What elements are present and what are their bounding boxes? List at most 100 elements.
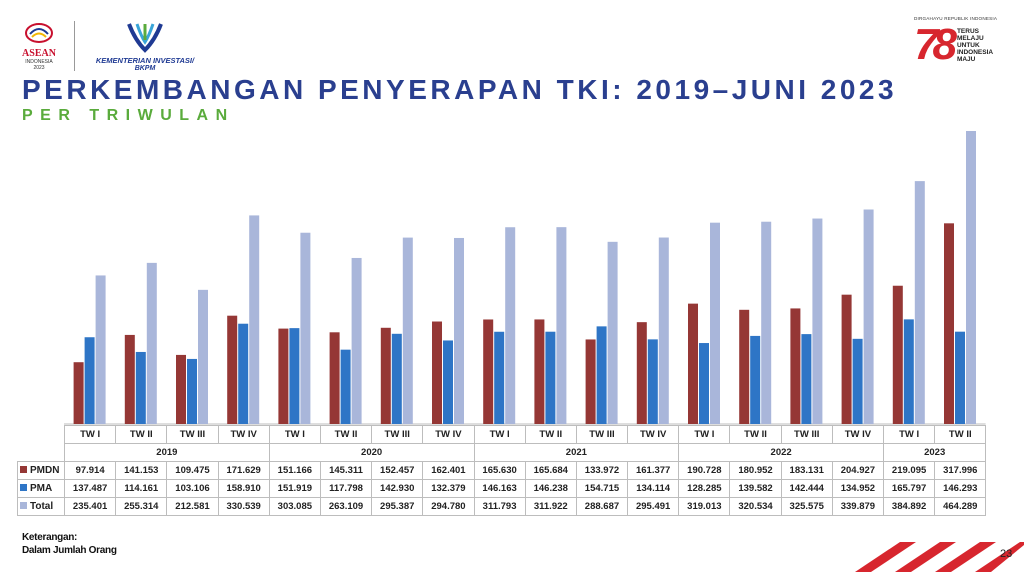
- data-label: 295.491: [627, 497, 680, 516]
- legend-label: Total: [30, 501, 54, 512]
- bar-pma-7: [443, 340, 453, 424]
- data-label: 161.377: [627, 461, 680, 480]
- quarter-label: TW II: [934, 425, 987, 444]
- bar-pmdn-1: [124, 334, 135, 424]
- bar-total-16: [914, 181, 925, 424]
- data-label: 151.166: [268, 461, 321, 480]
- quarter-label: TW I: [63, 425, 117, 444]
- bar-pmdn-0: [73, 362, 84, 424]
- data-label: 158.910: [217, 479, 270, 498]
- bar-pmdn-2: [176, 354, 186, 424]
- quarter-label: TW I: [882, 425, 936, 444]
- quarter-label: TW IV: [422, 425, 475, 444]
- data-label: 190.728: [678, 461, 731, 480]
- data-label: 146.238: [524, 479, 577, 498]
- asean-logo: ASEAN INDONESIA 2023: [14, 22, 64, 71]
- bar-pmdn-16: [892, 285, 903, 424]
- bar-total-13: [761, 221, 772, 424]
- data-label: 162.401: [422, 461, 475, 480]
- data-label: 103.106: [166, 479, 219, 498]
- quarter-label: TW IV: [627, 425, 680, 444]
- data-label: 128.285: [678, 479, 731, 498]
- bar-pmdn-7: [432, 321, 442, 424]
- ri78-logo: DIRGAHAYU REPUBLIK INDONESIA 78 TERUS ME…: [914, 16, 1014, 67]
- data-label: 165.630: [473, 461, 526, 480]
- ministry-logo: KEMENTERIAN INVESTASI/ BKPM: [85, 20, 205, 72]
- year-label: 2023: [882, 443, 987, 462]
- quarter-label: TW I: [268, 425, 321, 444]
- bar-total-15: [863, 209, 874, 424]
- legend-entry-pmdn: PMDN: [17, 461, 65, 480]
- bar-total-5: [351, 257, 362, 424]
- data-label: 263.109: [319, 497, 373, 516]
- bar-pma-0: [84, 337, 95, 424]
- ri-tagline: DIRGAHAYU REPUBLIK INDONESIA: [914, 16, 998, 21]
- data-label: 152.457: [371, 461, 424, 480]
- quarter-label: TW IV: [217, 425, 270, 444]
- data-label: 219.095: [882, 461, 936, 480]
- bar-total-0: [95, 275, 106, 424]
- asean-year: 2023: [33, 64, 45, 71]
- bar-total-1: [146, 262, 157, 424]
- table-row: PMDN 97.914 141.153 109.475 171.629 151.166 14…: [17, 461, 987, 480]
- quarter-label: TW I: [473, 425, 526, 444]
- bar-total-7: [454, 237, 464, 424]
- bar-pmdn-15: [841, 294, 852, 424]
- logo-divider: [74, 21, 75, 71]
- ministry-line2: BKPM: [134, 65, 156, 72]
- quarter-label: TW I: [678, 425, 731, 444]
- bar-pmdn-3: [227, 315, 238, 424]
- data-label: 330.539: [217, 497, 270, 516]
- bar-pma-4: [289, 328, 300, 424]
- data-label: 303.085: [268, 497, 321, 516]
- data-label: 311.922: [524, 497, 577, 516]
- data-label: 146.163: [473, 479, 526, 498]
- legend-entry-pma: PMA: [17, 479, 65, 498]
- table-row: Total 235.401 255.314 212.581 330.539 303.085…: [17, 497, 987, 516]
- bar-total-14: [812, 218, 823, 424]
- data-label: 204.927: [831, 461, 885, 480]
- quarter-label: TW II: [319, 425, 373, 444]
- data-label: 134.114: [627, 479, 680, 498]
- bar-pma-13: [750, 335, 761, 424]
- quarter-label: TW II: [524, 425, 577, 444]
- bar-pma-12: [699, 343, 709, 424]
- legend-swatch: [20, 484, 27, 491]
- bar-pmdn-9: [534, 319, 545, 424]
- data-label: 114.161: [115, 479, 168, 498]
- legend-label: PMDN: [30, 465, 60, 476]
- data-label: 146.293: [934, 479, 987, 498]
- data-label: 117.798: [319, 479, 373, 498]
- bar-pma-2: [187, 358, 197, 424]
- data-label: 319.013: [678, 497, 731, 516]
- bar-total-10: [607, 241, 618, 424]
- data-label: 294.780: [422, 497, 475, 516]
- bar-pmdn-17: [944, 223, 954, 424]
- bar-pma-5: [340, 349, 351, 424]
- page-title: PERKEMBANGAN PENYERAPAN TKI: 2019–JUNI 2…: [22, 74, 898, 105]
- asean-sub: INDONESIA: [25, 58, 53, 65]
- year-label: 2020: [268, 443, 475, 462]
- asean-label: ASEAN: [22, 47, 56, 59]
- data-label: 139.582: [729, 479, 782, 498]
- bar-pma-8: [494, 331, 505, 424]
- data-label: 151.919: [268, 479, 321, 498]
- note-title: Keterangan:: [22, 532, 78, 543]
- data-table: TW I TW II TW III TW IV TW I TW II TW III TW IV…: [17, 425, 987, 516]
- data-label: 137.487: [63, 479, 117, 498]
- ministry-line1: KEMENTERIAN INVESTASI/: [95, 56, 195, 65]
- quarter-label: TW III: [780, 425, 833, 444]
- table-corner: [17, 425, 65, 462]
- ri-slogan: TERUS MELAJU UNTUK INDONESIA MAJU: [956, 27, 994, 63]
- bar-pma-17: [955, 331, 965, 424]
- bar-total-3: [249, 215, 260, 424]
- bar-pma-6: [391, 333, 402, 424]
- data-label: 180.952: [729, 461, 782, 480]
- quarter-label: TW III: [575, 425, 629, 444]
- bar-pma-11: [647, 339, 658, 424]
- data-label: 255.314: [115, 497, 168, 516]
- bar-pmdn-6: [380, 327, 391, 424]
- bar-total-2: [198, 289, 208, 424]
